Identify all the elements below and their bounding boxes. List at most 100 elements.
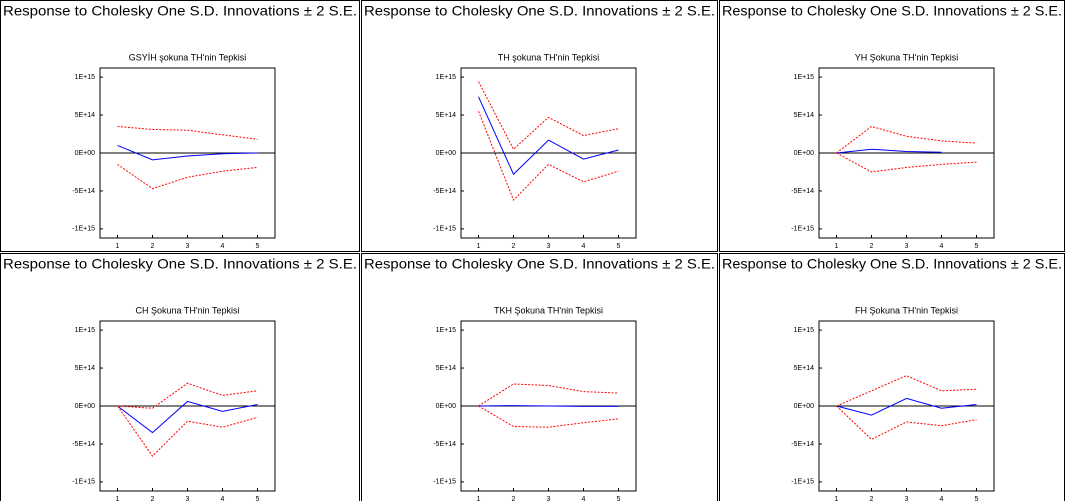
x-tick-label: 5: [617, 243, 621, 250]
panel-border: [361, 253, 718, 501]
response-line: [478, 405, 619, 428]
chart-title: GSYİH şokuna TH'nin Tepkisi: [129, 52, 246, 62]
panel: Response to Cholesky One S.D. Innovation…: [361, 0, 718, 252]
response-line: [836, 152, 977, 173]
response-line: [836, 375, 977, 407]
y-tick-label: 5E+14: [436, 112, 457, 119]
response-line: [478, 111, 619, 201]
y-tick-label: 0E+00: [75, 403, 96, 410]
y-tick-label: 1E+15: [436, 327, 457, 334]
x-tick-label: 2: [870, 496, 874, 501]
response-line: [836, 125, 977, 154]
x-tick-label: 5: [975, 243, 979, 250]
chart-title: YH Şokuna TH'nin Tepkisi: [855, 52, 958, 62]
y-tick-label: 0E+00: [794, 150, 815, 157]
panel: Response to Cholesky One S.D. Innovation…: [361, 253, 718, 501]
x-tick-label: 5: [256, 243, 260, 250]
response-line: [478, 96, 619, 176]
y-tick-label: -1E+15: [72, 226, 95, 233]
x-tick-label: 2: [512, 496, 516, 501]
x-tick-label: 1: [835, 496, 839, 501]
response-line: [478, 383, 619, 407]
y-tick-label: 1E+15: [75, 74, 96, 81]
panel: Response to Cholesky One S.D. Innovation…: [719, 0, 1065, 252]
panel-header: Response to Cholesky One S.D. Innovation…: [722, 3, 1062, 19]
x-tick-label: 5: [617, 496, 621, 501]
y-tick-label: -5E+14: [791, 441, 814, 448]
y-tick-label: 1E+15: [794, 327, 815, 334]
response-line: [117, 144, 258, 161]
x-tick-label: 4: [582, 243, 586, 250]
y-tick-label: -1E+15: [72, 479, 95, 486]
chart-title: TH şokuna TH'nin Tepkisi: [498, 52, 599, 62]
x-tick-label: 2: [151, 496, 155, 501]
x-tick-label: 3: [547, 243, 551, 250]
x-tick-label: 1: [116, 243, 120, 250]
panel-header: Response to Cholesky One S.D. Innovation…: [364, 256, 715, 272]
chart-title: FH Şokuna TH'nin Tepkisi: [855, 305, 958, 315]
y-tick-label: -1E+15: [433, 479, 456, 486]
y-tick-label: -1E+15: [791, 226, 814, 233]
y-tick-label: -1E+15: [433, 226, 456, 233]
panel-header: Response to Cholesky One S.D. Innovation…: [3, 256, 357, 272]
response-line: [117, 125, 258, 140]
x-tick-label: 5: [256, 496, 260, 501]
panel-border: [0, 253, 360, 501]
chart-title: CH Şokuna TH'nin Tepkisi: [136, 305, 240, 315]
y-tick-label: 0E+00: [436, 150, 457, 157]
chart-title: TKH Şokuna TH'nin Tepkisi: [494, 305, 603, 315]
x-tick-label: 3: [905, 496, 909, 501]
panel-border: [719, 253, 1065, 501]
y-tick-label: 0E+00: [794, 403, 815, 410]
y-tick-label: 0E+00: [75, 150, 96, 157]
response-line: [836, 148, 942, 154]
y-tick-label: 5E+14: [75, 365, 96, 372]
x-tick-label: 5: [975, 496, 979, 501]
y-tick-label: 5E+14: [794, 365, 815, 372]
y-tick-label: 1E+15: [75, 327, 96, 334]
response-line: [117, 163, 258, 190]
y-tick-label: -5E+14: [791, 188, 814, 195]
response-line: [836, 405, 977, 440]
response-line: [478, 81, 619, 151]
x-tick-label: 3: [186, 496, 190, 501]
y-tick-label: 5E+14: [75, 112, 96, 119]
response-line: [117, 400, 258, 434]
x-tick-label: 4: [940, 496, 944, 501]
x-tick-label: 4: [582, 496, 586, 501]
response-line: [836, 397, 977, 416]
x-tick-label: 3: [186, 243, 190, 250]
response-line: [117, 382, 258, 409]
x-tick-label: 1: [835, 243, 839, 250]
x-tick-label: 4: [940, 243, 944, 250]
panel: Response to Cholesky One S.D. Innovation…: [0, 253, 360, 501]
y-tick-label: 5E+14: [436, 365, 457, 372]
panel-border: [361, 0, 718, 252]
x-tick-label: 2: [512, 243, 516, 250]
x-tick-label: 3: [547, 496, 551, 501]
y-tick-label: -1E+15: [791, 479, 814, 486]
y-tick-label: -5E+14: [433, 441, 456, 448]
x-tick-label: 4: [221, 243, 225, 250]
x-tick-label: 2: [870, 243, 874, 250]
x-tick-label: 4: [221, 496, 225, 501]
panel-header: Response to Cholesky One S.D. Innovation…: [722, 256, 1062, 272]
x-tick-label: 2: [151, 243, 155, 250]
panel: Response to Cholesky One S.D. Innovation…: [0, 0, 360, 252]
x-tick-label: 3: [905, 243, 909, 250]
response-line: [117, 405, 258, 457]
x-tick-label: 1: [477, 243, 481, 250]
panel-header: Response to Cholesky One S.D. Innovation…: [3, 3, 357, 19]
y-tick-label: -5E+14: [72, 188, 95, 195]
panel-header: Response to Cholesky One S.D. Innovation…: [364, 3, 715, 19]
y-tick-label: 1E+15: [794, 74, 815, 81]
y-tick-label: 0E+00: [436, 403, 457, 410]
y-tick-label: 5E+14: [794, 112, 815, 119]
x-tick-label: 1: [116, 496, 120, 501]
y-tick-label: -5E+14: [72, 441, 95, 448]
panel: Response to Cholesky One S.D. Innovation…: [719, 253, 1065, 501]
y-tick-label: 1E+15: [436, 74, 457, 81]
panel-border: [0, 0, 360, 252]
x-tick-label: 1: [477, 496, 481, 501]
